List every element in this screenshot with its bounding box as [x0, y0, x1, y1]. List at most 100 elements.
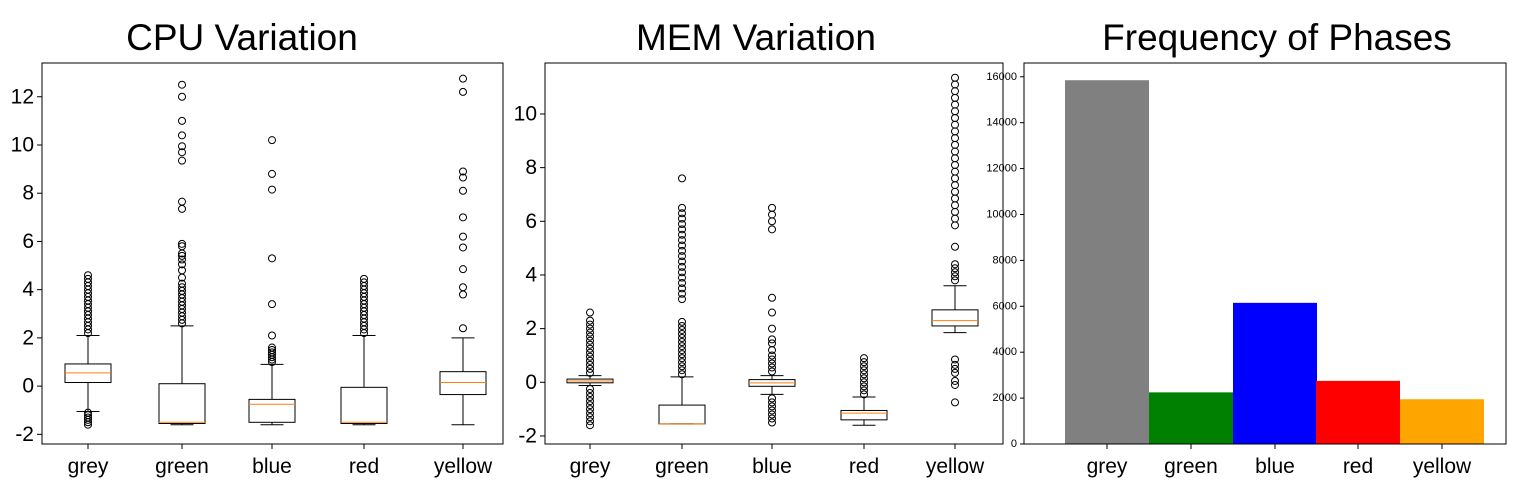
y-tick-label: 6000 — [993, 300, 1017, 312]
outlier-point — [178, 279, 186, 288]
outlier-point — [586, 332, 594, 341]
outlier-point — [951, 398, 959, 407]
outlier-point — [951, 140, 959, 149]
x-tick-label: blue — [252, 455, 292, 478]
outlier-point — [459, 265, 467, 274]
outlier-point — [951, 355, 959, 364]
outlier-point — [860, 362, 868, 371]
y-tick-label: 12 — [11, 85, 34, 108]
mem-chart-title: MEM Variation — [636, 17, 876, 58]
y-tick-label: -2 — [15, 423, 34, 446]
outlier-point — [678, 268, 686, 277]
outlier-point — [459, 213, 467, 222]
outlier-point — [84, 271, 92, 280]
outlier-point — [951, 376, 959, 385]
y-tick-label: 14000 — [986, 117, 1017, 129]
y-tick-label: 0 — [525, 371, 537, 394]
mem-marks — [566, 73, 979, 430]
outlier-point — [178, 80, 186, 89]
outlier-point — [768, 359, 776, 368]
box-yellow — [439, 74, 487, 426]
outlier-point — [951, 194, 959, 203]
outlier-point — [678, 329, 686, 338]
outlier-point — [678, 236, 686, 245]
outlier-point — [860, 382, 868, 391]
outlier-point — [768, 398, 776, 407]
outlier-point — [678, 334, 686, 343]
outlier-point — [459, 290, 467, 299]
outlier-point — [459, 87, 467, 96]
outlier-point — [678, 338, 686, 347]
frequency-chart-title: Frequency of Phases — [1102, 17, 1452, 58]
outlier-point — [768, 335, 776, 344]
x-tick-label: grey — [570, 455, 611, 478]
outlier-point — [360, 278, 368, 287]
y-tick-label: -2 — [518, 424, 537, 447]
frequency-marks — [1065, 80, 1484, 444]
outlier-point — [586, 409, 594, 418]
outlier-point — [586, 368, 594, 377]
outlier-point — [586, 364, 594, 373]
outlier-point — [678, 214, 686, 223]
y-tick-label: 4000 — [993, 346, 1017, 358]
outlier-point — [951, 264, 959, 273]
outlier-point — [678, 203, 686, 212]
outlier-point — [768, 293, 776, 302]
outlier-point — [951, 207, 959, 216]
x-tick-label: blue — [1255, 455, 1295, 478]
outlier-point — [586, 393, 594, 402]
outlier-point — [268, 254, 276, 263]
mem-variation-chart: MEM Variation -2 0 2 4 6 8 10 grey green blue red… — [514, 17, 1004, 478]
outlier-point — [268, 331, 276, 340]
outlier-point — [84, 420, 92, 429]
outlier-point — [586, 417, 594, 426]
outlier-point — [768, 217, 776, 226]
outlier-point — [951, 107, 959, 116]
outlier-point — [268, 343, 276, 352]
mem-x-ticks: grey green blue red yellow — [570, 444, 985, 478]
outlier-point — [951, 147, 959, 156]
outlier-point — [860, 390, 868, 399]
outlier-point — [860, 366, 868, 375]
x-tick-label: grey — [1087, 455, 1128, 478]
frequency-x-ticks: grey green blue red yellow — [1087, 444, 1472, 478]
outlier-point — [268, 345, 276, 354]
iqr-box — [840, 409, 888, 421]
y-tick-label: 2 — [525, 317, 537, 340]
outlier-point — [459, 324, 467, 333]
outlier-point — [84, 418, 92, 427]
outlier-point — [586, 413, 594, 422]
outlier-point — [268, 169, 276, 178]
outlier-point — [178, 142, 186, 151]
outlier-point — [951, 214, 959, 223]
outlier-point — [178, 148, 186, 157]
outlier-point — [678, 262, 686, 271]
outlier-point — [860, 374, 868, 383]
outlier-point — [586, 344, 594, 353]
frequency-y-ticks: 0 2000 4000 6000 8000 10000 12000 14000 16000 — [986, 71, 1024, 450]
outlier-point — [459, 167, 467, 176]
outlier-point — [768, 394, 776, 403]
outlier-point — [768, 367, 776, 376]
outlier-point — [586, 308, 594, 317]
outlier-point — [951, 100, 959, 109]
x-tick-label: blue — [752, 455, 792, 478]
iqr-box — [340, 386, 388, 425]
outlier-point — [951, 120, 959, 129]
outlier-point — [768, 363, 776, 372]
outlier-point — [178, 260, 186, 269]
outlier-point — [84, 415, 92, 424]
outlier-point — [678, 342, 686, 351]
outlier-point — [459, 173, 467, 182]
outlier-point — [678, 354, 686, 363]
outlier-point — [951, 260, 959, 269]
outlier-point — [768, 346, 776, 355]
y-tick-label: 10 — [514, 102, 537, 125]
outlier-point — [768, 203, 776, 212]
outlier-point — [678, 241, 686, 250]
outlier-point — [768, 351, 776, 360]
iqr-box — [439, 371, 487, 396]
outlier-point — [860, 358, 868, 367]
outlier-point — [951, 221, 959, 230]
y-tick-label: 8000 — [993, 254, 1017, 266]
